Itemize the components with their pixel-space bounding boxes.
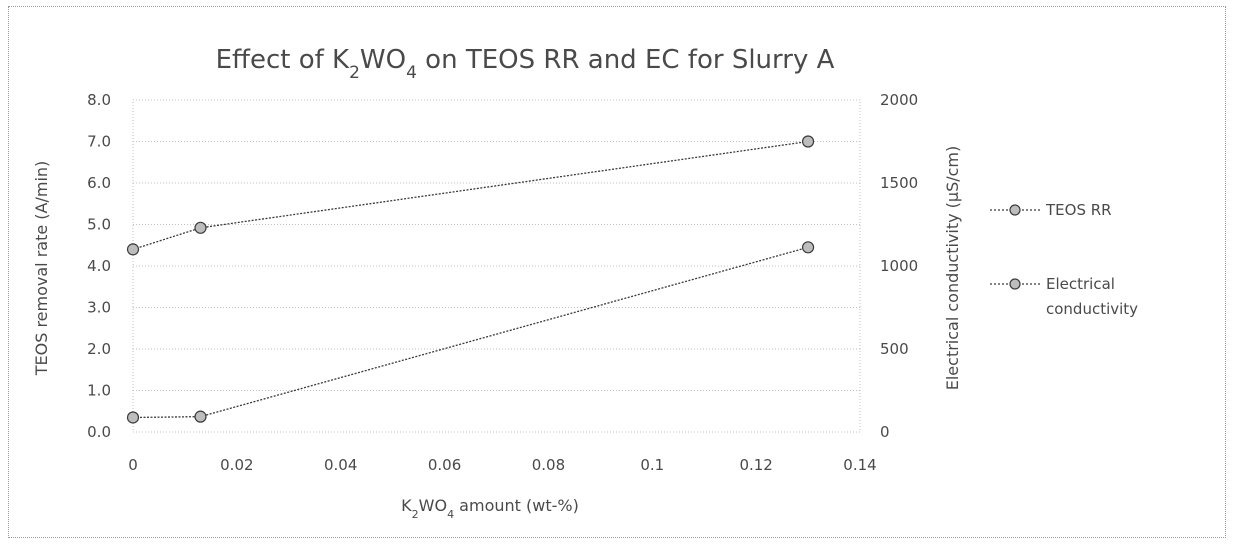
data-point-electrical-conductivity	[803, 136, 814, 147]
series-line-electrical-conductivity	[133, 142, 808, 250]
y-left-tick-label: 6.0	[87, 174, 111, 192]
y-right-tick-label: 0	[880, 423, 890, 441]
x-tick-label: 0.06	[428, 456, 461, 474]
y-left-tick-labels: 0.0 1.0 2.0 3.0 4.0 5.0 6.0 7.0 8.0	[87, 91, 111, 441]
y-right-tick-label: 1500	[880, 174, 918, 192]
y-left-tick-label: 7.0	[87, 133, 111, 151]
title-part-post: on TEOS RR and EC for Slurry A	[417, 45, 835, 75]
x-tick-label: 0.08	[532, 456, 565, 474]
y-left-tick-label: 1.0	[87, 382, 111, 400]
xlabel-part-sub2: 4	[447, 508, 454, 521]
legend-item-electrical-conductivity: Electrical conductivity	[990, 275, 1138, 318]
data-point-teos-rr	[195, 411, 206, 422]
x-tick-label: 0	[128, 456, 138, 474]
y-right-tick-label: 2000	[880, 91, 918, 109]
series-layer	[128, 136, 814, 423]
legend-item-teos-rr: TEOS RR	[990, 201, 1112, 219]
legend-label-ec-line2: conductivity	[1046, 300, 1138, 318]
y-left-axis-label: TEOS removal rate (A/min)	[32, 161, 51, 377]
title-part-sub1: 2	[349, 63, 360, 83]
xlabel-part-post: amount (wt-%)	[454, 496, 579, 515]
y-right-tick-label: 1000	[880, 257, 918, 275]
y-right-tick-label: 500	[880, 340, 909, 358]
xlabel-part-sub1: 2	[412, 508, 419, 521]
chart-title: Effect of K2WO4 on TEOS RR and EC for Sl…	[216, 45, 835, 83]
y-left-tick-label: 2.0	[87, 340, 111, 358]
series-line-teos-rr	[133, 247, 808, 417]
data-point-teos-rr	[128, 412, 139, 423]
x-tick-labels: 0 0.02 0.04 0.06 0.08 0.1 0.12 0.14	[128, 456, 876, 474]
x-tick-label: 0.1	[640, 456, 664, 474]
x-tick-label: 0.02	[220, 456, 253, 474]
legend-label-ec-line1: Electrical	[1046, 275, 1115, 293]
legend-marker-teos-rr	[1010, 205, 1020, 215]
y-right-axis-label: Electrical conductivity (µS/cm)	[943, 146, 962, 391]
title-part-pre: Effect of K	[216, 45, 350, 75]
data-point-electrical-conductivity	[195, 222, 206, 233]
legend-label-teos-rr: TEOS RR	[1045, 201, 1112, 219]
y-left-tick-label: 3.0	[87, 299, 111, 317]
legend: TEOS RR Electrical conductivity	[990, 201, 1138, 318]
x-tick-label: 0.04	[324, 456, 357, 474]
x-tick-label: 0.12	[739, 456, 772, 474]
x-tick-label: 0.14	[843, 456, 876, 474]
data-point-electrical-conductivity	[128, 244, 139, 255]
xlabel-part-mid: WO	[419, 496, 447, 515]
y-left-tick-label: 5.0	[87, 216, 111, 234]
xlabel-part-pre: K	[401, 496, 412, 515]
x-axis-label: K2WO4 amount (wt-%)	[401, 496, 579, 521]
data-point-teos-rr	[803, 242, 814, 253]
y-left-tick-label: 0.0	[87, 423, 111, 441]
title-part-sub2: 4	[406, 63, 417, 83]
y-left-tick-label: 4.0	[87, 257, 111, 275]
legend-marker-electrical-conductivity	[1010, 279, 1020, 289]
y-left-tick-label: 8.0	[87, 91, 111, 109]
y-right-tick-labels: 0 500 1000 1500 2000	[880, 91, 918, 441]
title-part-mid: WO	[360, 45, 406, 75]
